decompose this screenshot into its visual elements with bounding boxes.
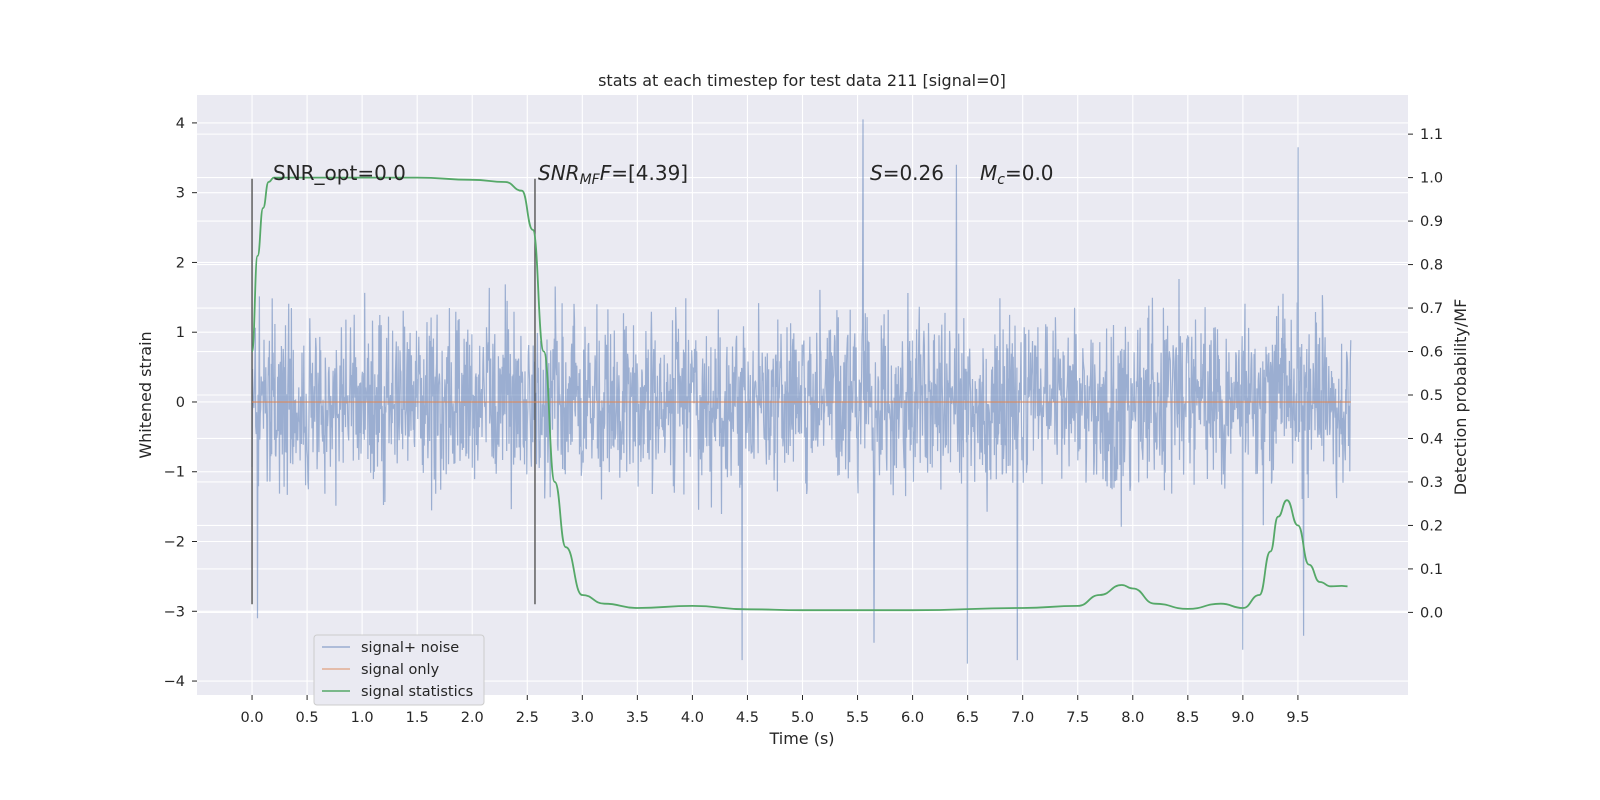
x-tick-label: 6.5 (956, 710, 979, 726)
y-right-tick-label: 0.4 (1420, 431, 1443, 447)
y-right-tick-label: 0.0 (1420, 605, 1443, 621)
x-tick-label: 1.0 (351, 710, 374, 726)
x-axis-label: Time (s) (768, 729, 834, 748)
annotation-snr-mf-label: SNR (538, 161, 580, 185)
x-tick-label: 7.0 (1011, 710, 1034, 726)
y-right-tick-label: 0.5 (1420, 388, 1443, 404)
x-tick-label: 9.5 (1286, 710, 1309, 726)
x-tick-label: 7.5 (1066, 710, 1089, 726)
annotation-s-label: S (870, 161, 883, 185)
y-left-tick-label: 4 (176, 116, 185, 132)
x-tick-label: 3.0 (571, 710, 594, 726)
y-right-tick-label: 0.6 (1420, 345, 1443, 361)
x-tick-label: 9.0 (1231, 710, 1254, 726)
annotation-snr-mf-suffix: F (600, 161, 612, 185)
x-tick-label: 8.0 (1121, 710, 1144, 726)
x-tick-label: 2.0 (461, 710, 484, 726)
y-left-tick-label: 3 (176, 186, 185, 202)
y-left-tick-label: 2 (176, 255, 185, 271)
x-tick-label: 3.5 (626, 710, 649, 726)
x-tick-label: 4.5 (736, 710, 759, 726)
y-left-tick-label: 1 (176, 325, 185, 341)
x-tick-label: 0.5 (296, 710, 319, 726)
legend: signal+ noise signal only signal statist… (313, 634, 485, 706)
annotation-snr-mf-value: =[4.39] (611, 161, 688, 185)
annotation-mc: Mc=0.0 (980, 161, 1054, 188)
y-right-tick-label: 0.3 (1420, 475, 1443, 491)
y-left-tick-label: −4 (164, 674, 185, 690)
y-axis-label-left: Whitened strain (136, 331, 155, 458)
x-tick-label: 6.0 (901, 710, 924, 726)
y-right-tick-label: 0.1 (1420, 562, 1443, 578)
x-tick-label: 5.0 (791, 710, 814, 726)
x-tick-label: 2.5 (516, 710, 539, 726)
y-left-tick-label: −2 (164, 535, 185, 551)
y-left-tick-label: −3 (164, 604, 185, 620)
annotation-snr-opt: SNR_opt=0.0 (273, 161, 406, 185)
annotation-s: S=0.26 (870, 161, 944, 185)
signal-noise-series (251, 119, 1352, 664)
y-right-tick-label: 1.0 (1420, 171, 1443, 187)
y-right-tick-label: 0.2 (1420, 518, 1443, 534)
annotation-snr-mf: SNRMFF=[4.39] (538, 161, 688, 188)
annotations: SNR_opt=0.0 SNRMFF=[4.39] S=0.26 Mc=0.0 (273, 161, 1054, 188)
legend-label-signal-only: signal only (361, 662, 440, 678)
x-tick-label: 8.5 (1176, 710, 1199, 726)
series-signal-statistics-line (251, 176, 1348, 612)
x-tick-label: 5.5 (846, 710, 869, 726)
x-tick-label: 0.0 (241, 710, 264, 726)
line-series (251, 176, 1351, 612)
annotation-mc-value: =0.0 (1005, 161, 1054, 185)
y-axis-label-right: Detection probability/MF (1451, 299, 1470, 496)
series-signal-noise-line (251, 119, 1352, 664)
annotation-mc-label: M (980, 161, 997, 185)
vertical-markers (251, 178, 536, 605)
y-right-tick-label: 0.8 (1420, 258, 1443, 274)
y-right-tick-label: 0.9 (1420, 214, 1443, 230)
annotation-mc-sub: c (997, 172, 1005, 188)
y-right-tick-label: 1.1 (1420, 127, 1443, 143)
y-left-tick-label: 0 (176, 395, 185, 411)
annotation-s-value: =0.26 (883, 161, 944, 185)
legend-label-signal-noise: signal+ noise (361, 640, 459, 656)
x-tick-label: 4.0 (681, 710, 704, 726)
legend-label-signal-statistics: signal statistics (361, 684, 473, 700)
ticks: 0.0 0.5 1.0 1.5 2.0 2.5 3.0 3.5 4.0 4.5 5.0 5.5 6.0 6… (164, 116, 1443, 726)
y-left-tick-label: −1 (164, 465, 185, 481)
annotation-snr-mf-sub: MF (580, 172, 601, 188)
legend-box (313, 634, 485, 706)
y-right-tick-label: 0.7 (1420, 301, 1443, 317)
chart-title: stats at each timestep for test data 211… (598, 71, 1006, 90)
x-tick-label: 1.5 (406, 710, 429, 726)
